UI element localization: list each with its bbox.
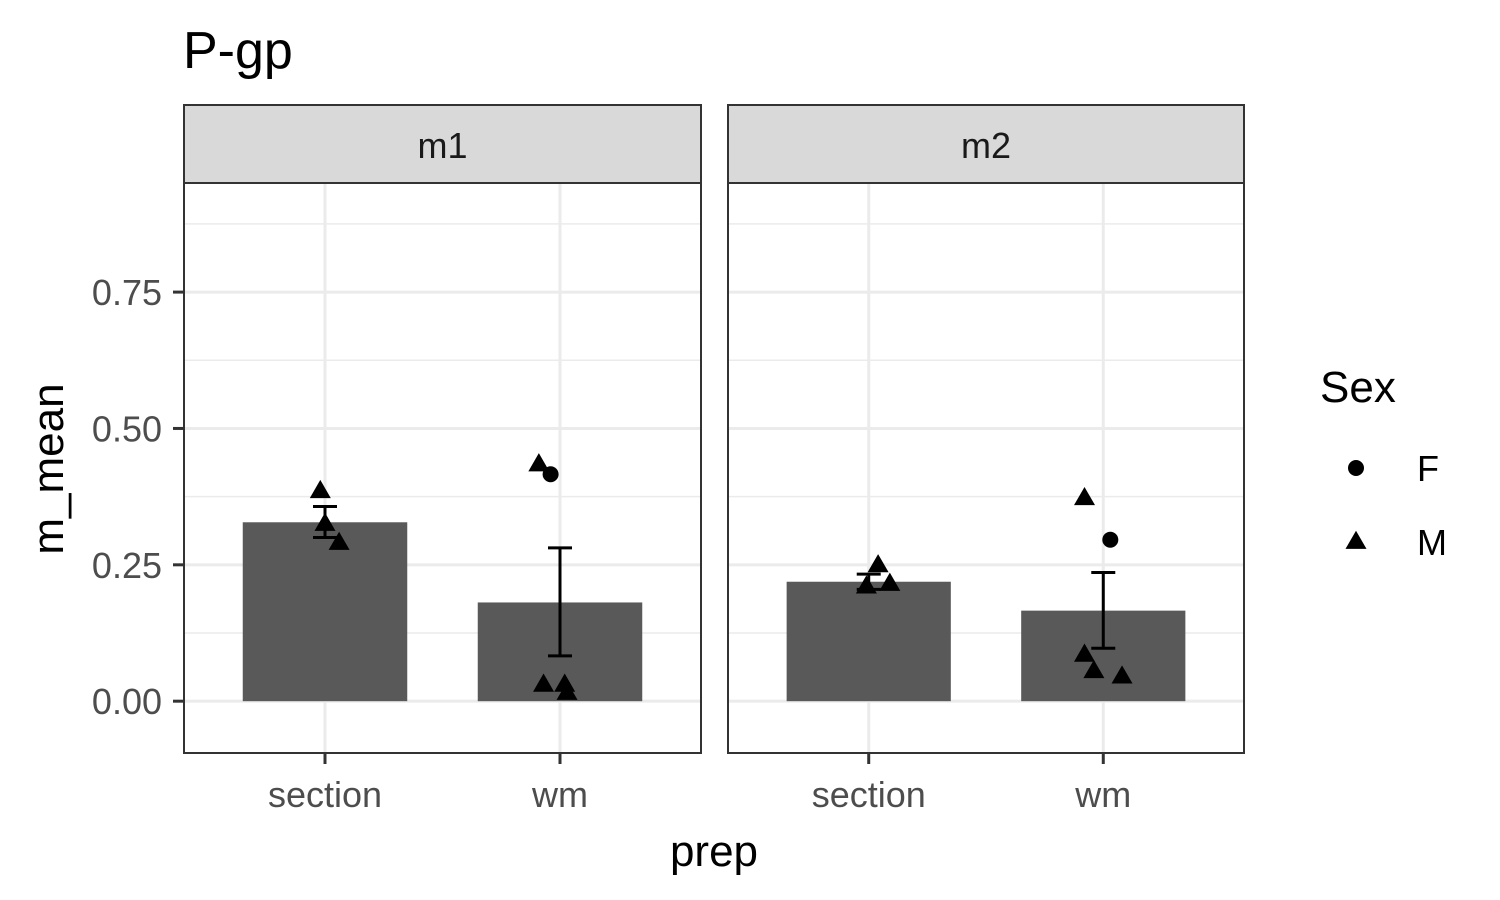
x-axis-title: prep <box>670 827 758 876</box>
point-male <box>556 681 578 700</box>
error-bar-section <box>856 572 881 591</box>
legend-key-circle <box>1348 460 1364 476</box>
point-male <box>528 453 550 472</box>
point-male <box>867 554 889 573</box>
facet-panel-m2: m2 section wm <box>727 104 1245 815</box>
facet-strip-label: m2 <box>961 125 1011 166</box>
panel-border <box>727 182 1245 754</box>
error-bar-wm <box>548 546 572 658</box>
x-tick-label-wm: wm <box>1074 774 1131 815</box>
legend-entry-F: F <box>1348 448 1439 489</box>
panel-border <box>183 182 702 754</box>
point-male <box>328 531 350 550</box>
legend-title: Sex <box>1320 363 1396 412</box>
error-bar-wm <box>1091 570 1116 650</box>
chart-title: P-gp <box>183 22 293 80</box>
point-male <box>1074 643 1096 662</box>
y-tick-label: 0.00 <box>92 681 162 722</box>
y-tick-label: 0.50 <box>92 408 162 449</box>
y-axis: 0.00 0.25 0.50 0.75 <box>92 272 184 722</box>
point-female <box>1102 531 1119 548</box>
point-male <box>1074 486 1096 506</box>
error-bar-section <box>313 504 337 540</box>
point-male <box>1083 659 1105 679</box>
facet-strip-label: m1 <box>417 125 467 166</box>
legend: Sex FM <box>1320 363 1447 563</box>
facet-strip <box>183 104 702 184</box>
y-tick-label: 0.25 <box>92 545 162 586</box>
y-tick-label: 0.75 <box>92 272 162 313</box>
facet-panel-m1: m1 section wm <box>183 104 702 815</box>
x-tick-label-wm: wm <box>531 774 588 815</box>
x-tick-label-section: section <box>812 774 926 815</box>
legend-label: F <box>1417 448 1439 489</box>
legend-key-triangle <box>1345 530 1367 549</box>
point-male <box>533 673 555 692</box>
point-male <box>309 479 331 499</box>
bar-section <box>242 522 408 702</box>
legend-entry-M: M <box>1345 522 1447 563</box>
point-male <box>879 572 901 591</box>
bar-section <box>786 581 951 702</box>
facet-panels: m1 section wm m2 section wm <box>183 104 1245 815</box>
y-axis-title: m_mean <box>24 383 73 554</box>
legend-label: M <box>1417 522 1447 563</box>
point-male <box>1111 665 1133 684</box>
x-tick-label-section: section <box>268 774 382 815</box>
point-female <box>542 466 559 483</box>
